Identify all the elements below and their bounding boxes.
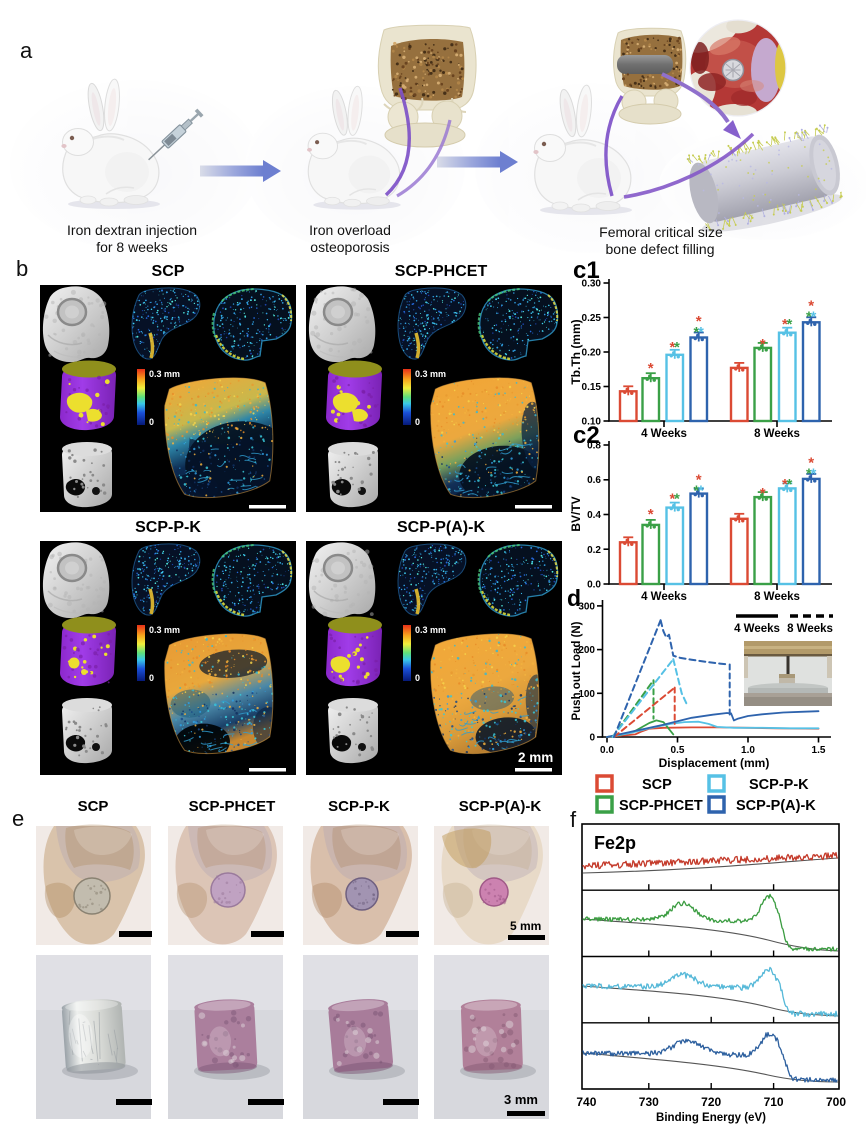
svg-text:a: a: [20, 38, 33, 63]
svg-text:0.3 mm: 0.3 mm: [149, 625, 180, 635]
svg-text:SCP-PHCET: SCP-PHCET: [395, 263, 488, 280]
svg-text:b: b: [16, 256, 28, 281]
svg-text:for 8 weeks: for 8 weeks: [96, 239, 168, 255]
svg-text:0: 0: [415, 417, 420, 427]
svg-text:0.3 mm: 0.3 mm: [415, 369, 446, 379]
svg-text:SCP-P-K: SCP-P-K: [135, 519, 201, 536]
svg-text:0.3 mm: 0.3 mm: [149, 369, 180, 379]
svg-text:0: 0: [149, 417, 154, 427]
svg-text:0: 0: [149, 673, 154, 683]
svg-text:osteoporosis: osteoporosis: [310, 239, 389, 255]
svg-text:bone defect filling: bone defect filling: [606, 241, 715, 257]
svg-text:Iron overload: Iron overload: [309, 222, 391, 238]
svg-text:SCP: SCP: [152, 263, 185, 280]
svg-text:Iron dextran injection: Iron dextran injection: [67, 222, 197, 238]
svg-text:Femoral critical size: Femoral critical size: [599, 224, 723, 240]
